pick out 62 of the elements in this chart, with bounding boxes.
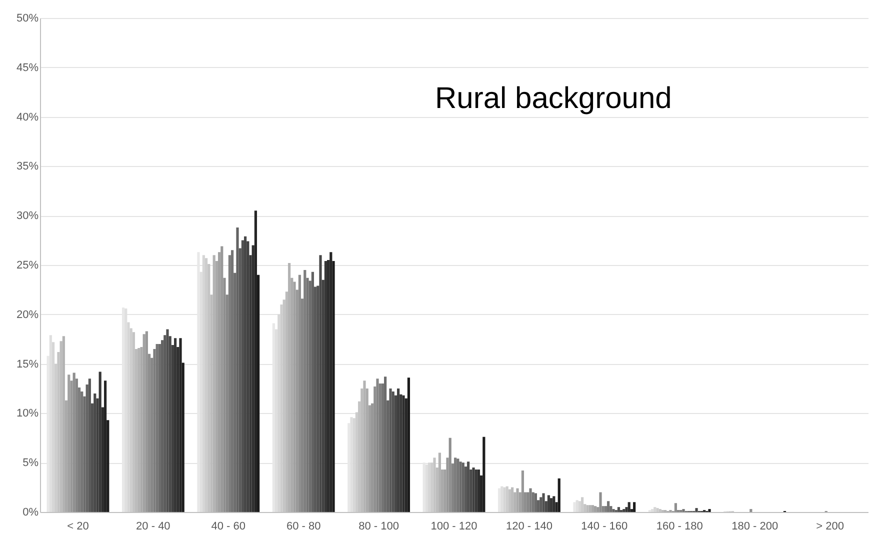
- bar: [179, 338, 182, 512]
- bar: [622, 509, 626, 512]
- x-tick-label: 140 - 160: [581, 520, 628, 532]
- bar: [542, 493, 545, 512]
- x-tick-label: 180 - 200: [732, 520, 778, 532]
- bar: [392, 391, 394, 512]
- bar: [482, 436, 486, 512]
- bar: [628, 502, 630, 512]
- bar: [472, 468, 475, 512]
- bar: [617, 507, 620, 512]
- bar: [573, 502, 576, 512]
- bar: [104, 380, 107, 512]
- x-tick-label: 80 - 100: [358, 520, 399, 532]
- bar: [695, 508, 698, 512]
- bar: [656, 508, 659, 512]
- annotation: Rural background: [435, 82, 672, 115]
- y-tick-label: 50%: [16, 12, 39, 24]
- y-tick-label: 25%: [16, 260, 39, 272]
- bar: [607, 501, 610, 512]
- x-tick-label: 120 - 140: [506, 520, 552, 532]
- x-tick-label: 160 - 180: [656, 520, 703, 532]
- bar: [750, 509, 752, 512]
- bar: [474, 470, 478, 512]
- y-tick-label: 10%: [16, 408, 39, 420]
- bar: [166, 329, 169, 512]
- bar: [521, 470, 524, 512]
- bar: [462, 462, 464, 512]
- x-tick-label: < 20: [67, 520, 89, 532]
- y-tick-label: 45%: [16, 62, 39, 74]
- y-tick-label: 35%: [16, 160, 39, 173]
- bar: [651, 509, 654, 512]
- bar: [254, 210, 257, 512]
- bar: [498, 488, 501, 512]
- bar: [448, 438, 452, 512]
- bar: [407, 378, 410, 512]
- bar: [708, 509, 711, 512]
- bar: [402, 395, 405, 512]
- bar: [330, 252, 332, 512]
- bar: [581, 497, 584, 512]
- x-tick-label: 100 - 120: [430, 520, 478, 532]
- y-tick-label: 15%: [16, 358, 39, 370]
- bar: [682, 509, 685, 512]
- bar: [599, 492, 602, 512]
- y-tick-label: 30%: [16, 210, 39, 222]
- y-tick-label: 40%: [16, 111, 39, 124]
- bar: [633, 502, 636, 512]
- x-tick-label: > 200: [816, 520, 844, 532]
- bar: [558, 478, 560, 512]
- bar: [612, 509, 615, 512]
- bar: [540, 497, 542, 512]
- bar: [98, 372, 102, 512]
- bar: [552, 496, 556, 512]
- x-tick-label: 40 - 60: [211, 520, 246, 532]
- bar: [547, 495, 550, 512]
- y-tick-label: 5%: [22, 457, 39, 470]
- x-tick-label: 20 - 40: [136, 520, 170, 532]
- bar: [674, 503, 678, 512]
- y-tick-label: 0%: [22, 506, 39, 518]
- bar: [534, 493, 538, 512]
- y-tick-label: 20%: [16, 308, 39, 321]
- bar: [319, 255, 322, 512]
- x-tick-label: 60 - 80: [286, 520, 321, 532]
